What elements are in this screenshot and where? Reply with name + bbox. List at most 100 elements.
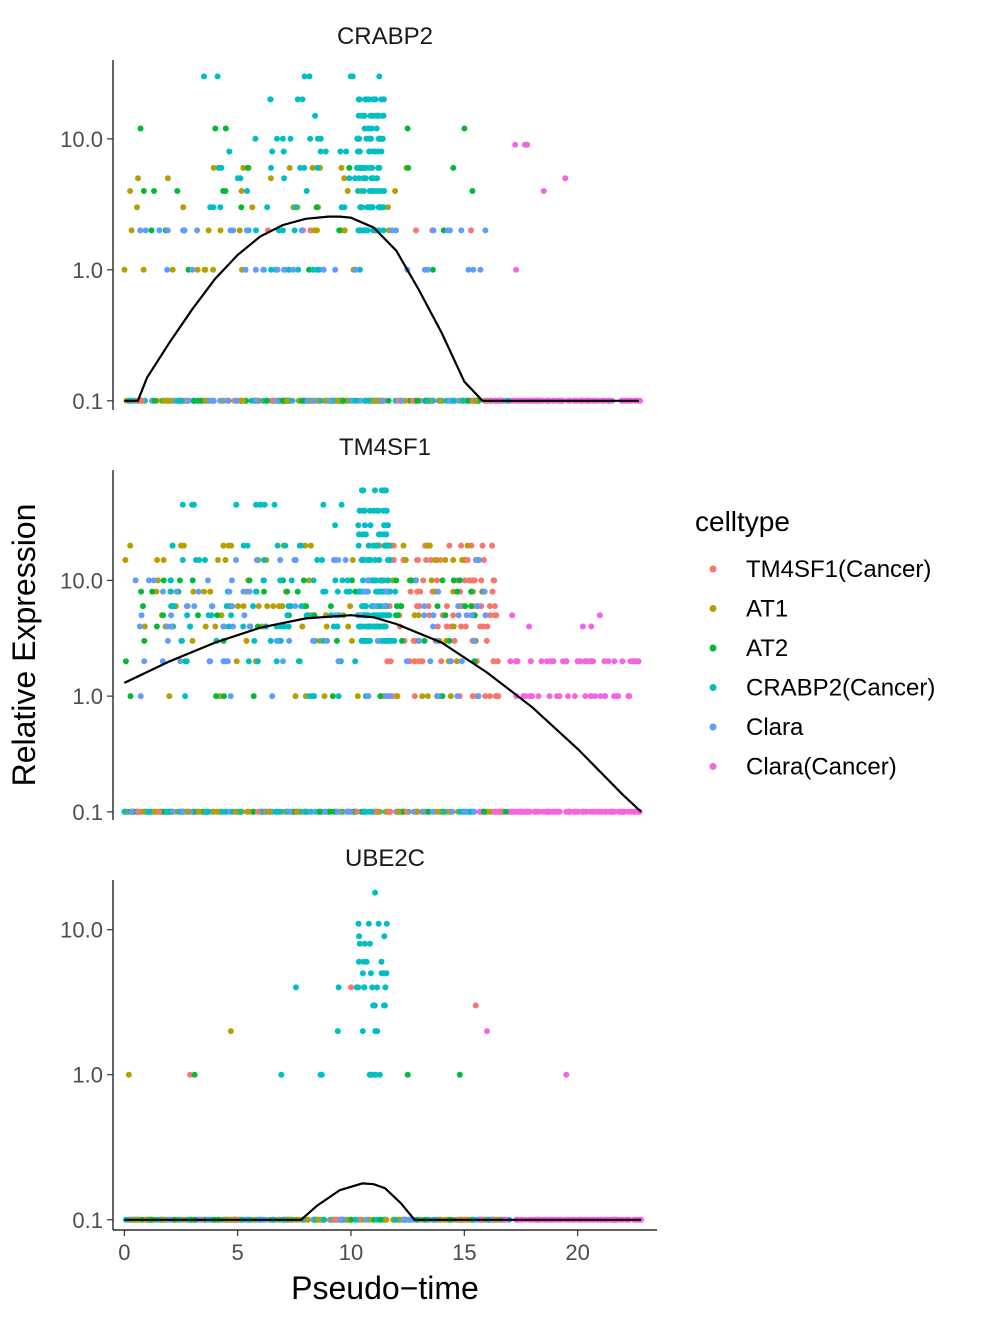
- data-point: [164, 623, 171, 630]
- data-point: [255, 603, 262, 610]
- data-point: [260, 266, 267, 273]
- data-point: [390, 557, 397, 563]
- data-point: [337, 148, 344, 155]
- data-point: [279, 135, 286, 142]
- data-point: [415, 612, 422, 619]
- data-point: [430, 612, 437, 619]
- data-point: [347, 603, 354, 610]
- data-point: [380, 227, 387, 234]
- data-point: [366, 940, 373, 947]
- data-point: [358, 557, 365, 563]
- data-point: [419, 693, 426, 700]
- data-point: [253, 588, 259, 595]
- legend-label: Clara(Cancer): [746, 754, 897, 781]
- data-point: [393, 227, 399, 234]
- data-point-baseline: [191, 397, 198, 404]
- data-point: [153, 623, 160, 630]
- panel-title: TM4SF1: [339, 434, 431, 461]
- data-point: [381, 188, 388, 194]
- data-point-baseline: [628, 808, 635, 815]
- data-point: [274, 266, 281, 273]
- data-point: [582, 693, 589, 700]
- data-point-baseline: [334, 397, 341, 404]
- data-point: [446, 542, 453, 549]
- data-point: [372, 1071, 379, 1078]
- data-point: [214, 612, 221, 619]
- data-point-baseline: [163, 808, 170, 815]
- data-point: [240, 542, 247, 549]
- data-point: [439, 693, 446, 700]
- data-point: [177, 658, 184, 665]
- data-point: [366, 148, 373, 155]
- data-point-baseline: [357, 397, 364, 404]
- data-point-baseline: [337, 1216, 344, 1223]
- data-point-baseline: [331, 1216, 338, 1223]
- data-point: [482, 693, 489, 700]
- data-point: [392, 188, 399, 194]
- data-point: [482, 227, 489, 234]
- data-point: [626, 693, 633, 700]
- data-point-baseline: [293, 808, 300, 815]
- data-point: [164, 266, 171, 273]
- data-point-baseline: [465, 397, 471, 404]
- data-point: [223, 603, 230, 610]
- data-point: [411, 658, 418, 665]
- data-point: [317, 148, 324, 155]
- data-point: [354, 693, 361, 700]
- data-point-baseline: [493, 808, 500, 815]
- data-point: [246, 623, 253, 630]
- data-point: [225, 542, 232, 549]
- data-point-baseline: [461, 808, 468, 815]
- data-point-baseline: [202, 397, 209, 404]
- data-point: [583, 658, 590, 665]
- data-point: [380, 531, 387, 538]
- data-point: [359, 970, 366, 977]
- data-point-baseline: [511, 808, 518, 815]
- panel-tm4sf1: TM4SF1 0.1 1.0 10.0: [60, 434, 643, 825]
- data-point: [151, 188, 157, 194]
- trend-line: [124, 1182, 642, 1221]
- data-point: [310, 266, 317, 273]
- data-point: [456, 577, 463, 584]
- panel-title: CRABP2: [337, 23, 433, 50]
- data-point: [286, 164, 293, 171]
- data-point-baseline: [135, 808, 141, 815]
- data-point: [189, 577, 196, 584]
- data-point-baseline: [327, 808, 334, 815]
- data-point-baseline: [316, 808, 323, 815]
- data-point: [174, 188, 181, 194]
- data-point: [491, 603, 498, 610]
- data-point: [370, 148, 377, 155]
- data-point: [349, 577, 355, 584]
- data-point: [468, 612, 475, 619]
- data-point: [367, 522, 374, 529]
- data-point: [477, 266, 484, 273]
- data-point-baseline: [203, 808, 210, 815]
- data-point: [385, 693, 392, 700]
- data-point-baseline: [179, 808, 186, 815]
- data-point: [224, 658, 231, 665]
- data-point: [240, 164, 247, 171]
- data-point-baseline: [311, 397, 318, 404]
- data-point: [183, 658, 190, 665]
- data-point: [209, 603, 216, 610]
- data-point: [346, 175, 353, 182]
- data-point: [221, 693, 227, 700]
- data-point: [201, 73, 207, 80]
- data-point: [295, 266, 302, 273]
- data-point: [227, 1028, 234, 1035]
- data-point: [215, 557, 221, 563]
- data-point: [360, 958, 367, 965]
- data-point: [140, 603, 146, 610]
- data-point: [334, 588, 341, 595]
- data-point: [372, 889, 379, 896]
- data-point: [424, 542, 431, 549]
- data-point: [296, 542, 303, 549]
- data-point: [521, 141, 528, 148]
- data-point: [225, 623, 232, 630]
- data-point: [267, 637, 274, 644]
- data-point: [361, 588, 367, 595]
- data-point-baseline: [435, 808, 442, 815]
- data-point: [403, 658, 410, 665]
- data-point-baseline: [449, 808, 456, 815]
